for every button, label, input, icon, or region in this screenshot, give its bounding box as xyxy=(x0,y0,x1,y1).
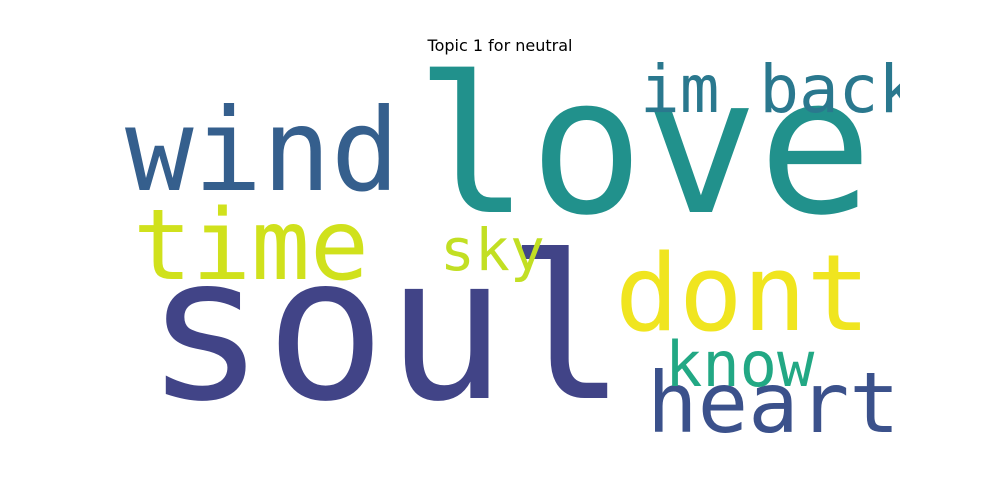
word-love: love xyxy=(415,62,873,257)
word-cloud: soul love wind time dont heart im back know sky xyxy=(125,62,900,450)
word-sky: sky xyxy=(440,216,545,284)
word-soul: soul xyxy=(145,213,627,446)
word-time: time xyxy=(133,189,369,303)
word-know: know xyxy=(665,328,815,401)
chart-title: Topic 1 for neutral xyxy=(427,36,573,55)
word-dont: dont xyxy=(615,232,870,355)
word-heart: heart xyxy=(647,354,900,450)
word-im-back: im back xyxy=(640,62,900,128)
word-wind: wind xyxy=(125,84,400,217)
